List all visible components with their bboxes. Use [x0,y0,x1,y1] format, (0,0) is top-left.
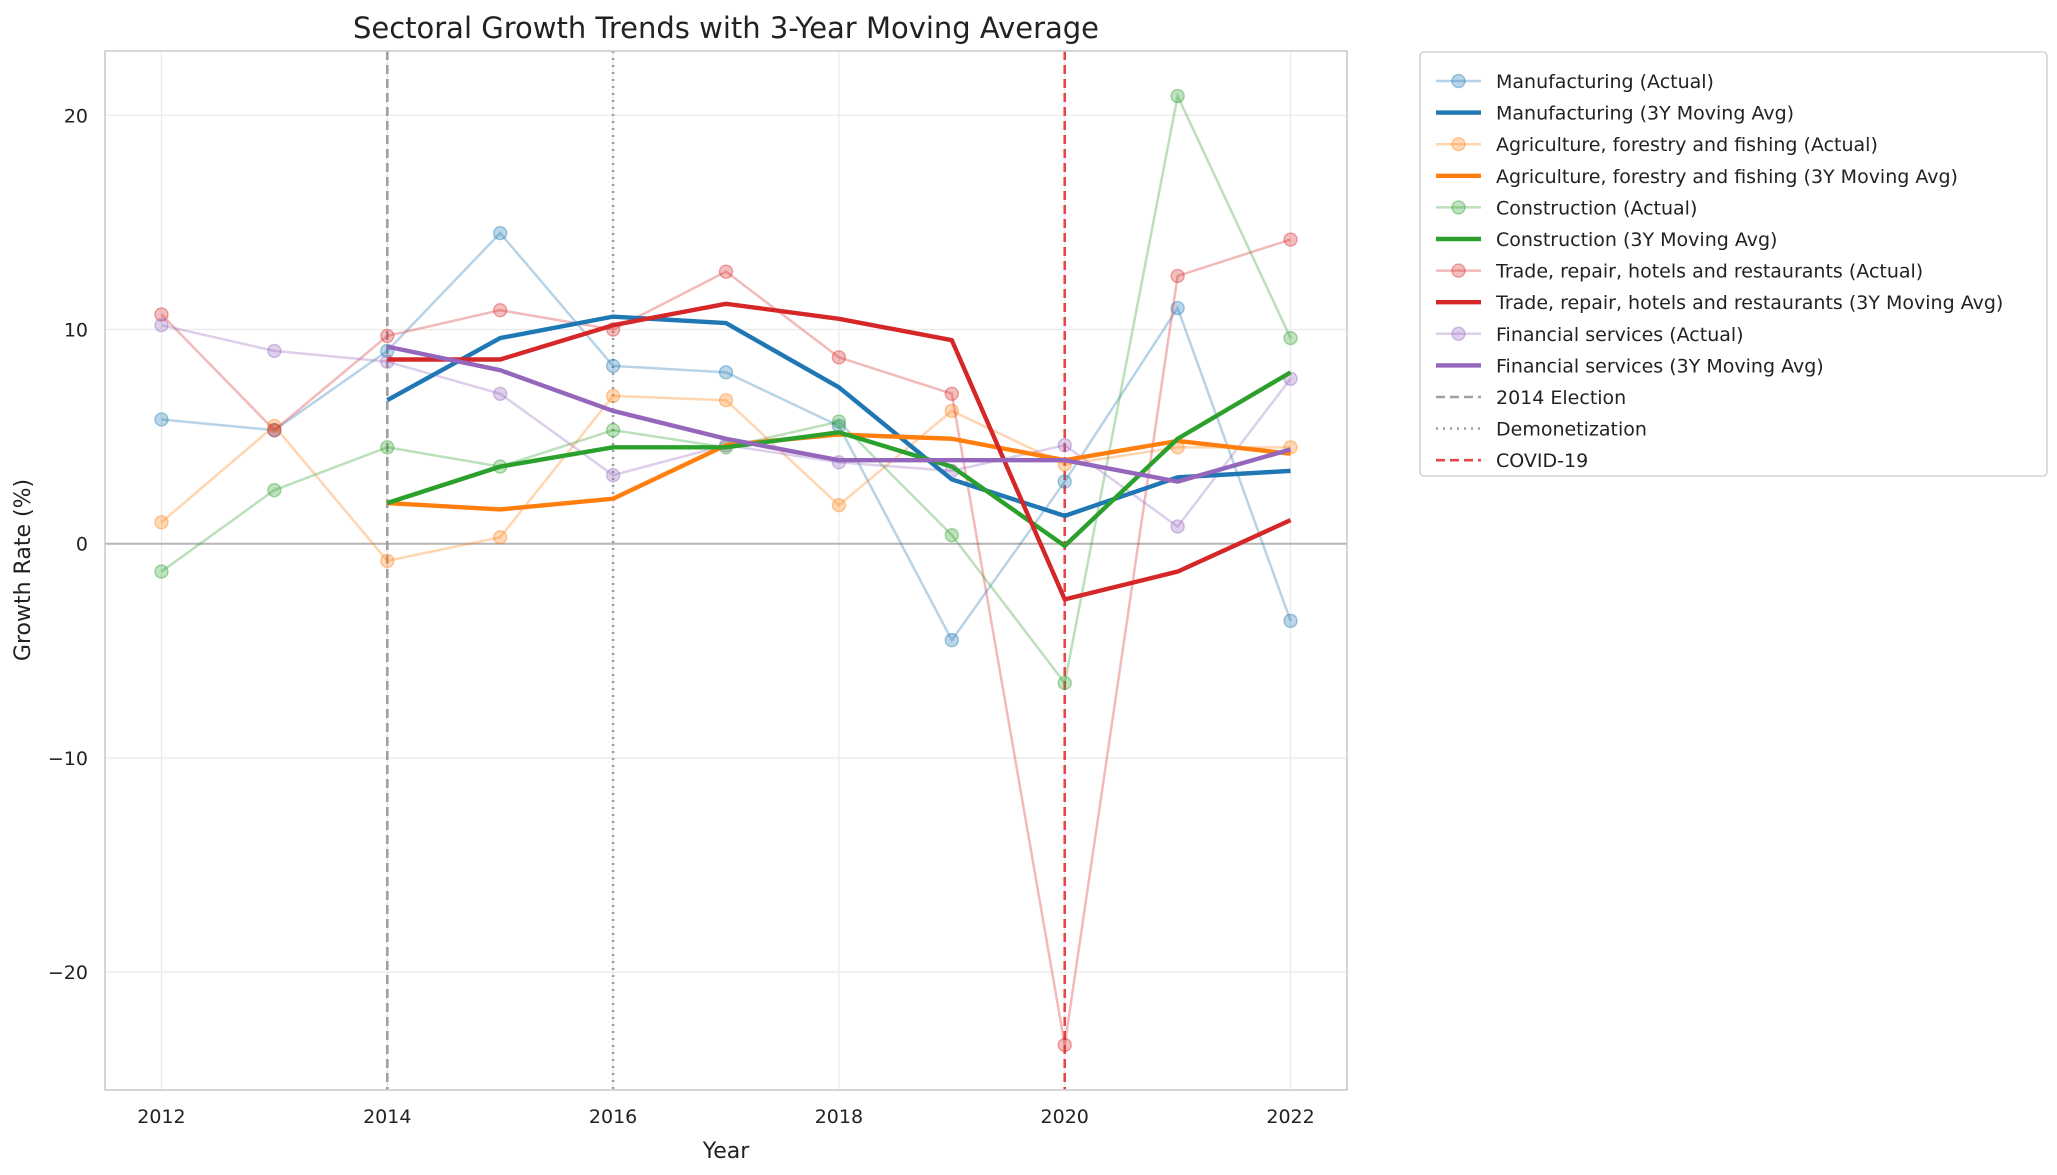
data-point [1170,300,1185,316]
series-line-moving-avg [386,344,1292,484]
data-point [492,386,508,401]
legend-label: Manufacturing (3Y Moving Avg) [1496,103,1794,125]
data-point [605,467,621,483]
legend-label: Trade, repair, hotels and restaurants (3… [1495,292,2003,314]
y-tick-label: 10 [64,319,88,341]
data-point [831,350,847,365]
legend-label: Construction (3Y Moving Avg) [1496,229,1777,251]
legend-label: Demonetization [1496,419,1647,441]
x-tick-label: 2020 [1041,1106,1089,1128]
data-point [380,440,395,455]
legend-label: Agriculture, forestry and fishing (Actua… [1496,134,1878,156]
data-point [1170,268,1185,284]
data-point [605,388,621,404]
series-line-moving-avg [386,314,1291,519]
legend-frame [1419,51,2048,477]
y-tick-label: 0 [76,534,88,556]
legend-marker [1451,200,1466,215]
data-point [605,422,621,438]
data-point [1057,675,1072,691]
series-line-moving-avg [387,301,1292,602]
series-line-actual [160,394,1291,563]
y-axis-ticks: −20 −10 0 10 20 [48,105,88,984]
data-point [492,303,508,318]
data-point [154,515,169,530]
data-point [831,414,847,429]
data-point [1057,1037,1072,1053]
data-point [944,386,960,401]
x-tick-label: 2014 [363,1106,411,1128]
data-point [718,392,734,408]
legend-label: Manufacturing (Actual) [1496,71,1714,93]
plot-frame [104,50,1348,1091]
legend-label: Agriculture, forestry and fishing (3Y Mo… [1496,166,1958,188]
data-point [605,358,621,374]
data-point [267,482,282,498]
data-point [831,497,847,513]
data-point [154,318,169,333]
data-point [944,527,960,543]
data-point [154,412,169,427]
y-axis-label: Growth Rate (%) [11,479,36,661]
legend-marker [1451,73,1466,89]
data-point [380,553,395,569]
data-point [718,365,734,380]
data-point [492,530,508,545]
x-tick-label: 2018 [815,1106,863,1128]
y-tick-label: −10 [48,748,88,770]
legend-label: 2014 Election [1496,387,1626,409]
series-group [154,88,1298,1053]
legend-label: Construction (Actual) [1496,197,1697,219]
legend-marker [1451,263,1466,278]
data-point [267,418,282,434]
data-point [1283,613,1298,629]
data-point [1170,88,1185,104]
x-tick-label: 2016 [589,1106,637,1128]
data-point [1283,330,1298,346]
chart-title: Sectoral Growth Trends with 3-Year Movin… [353,11,1099,45]
y-tick-label: −20 [48,962,88,984]
data-point [154,307,169,322]
event-lines [385,51,1067,1090]
x-axis-label: Year [702,1139,751,1164]
data-point [492,225,508,241]
data-point [944,632,960,648]
data-point [154,564,169,579]
legend-marker [1451,326,1466,341]
data-point [1057,474,1072,489]
data-point [1283,232,1298,247]
x-axis-ticks: 2012 2014 2016 2018 2020 2022 [137,1106,1314,1128]
data-point [380,328,395,344]
data-point [1170,519,1185,534]
x-tick-label: 2012 [137,1106,185,1128]
legend-label: Financial services (3Y Moving Avg) [1496,355,1824,377]
data-point [267,343,282,359]
legend-label: Financial services (Actual) [1496,324,1744,346]
legend: Manufacturing (Actual) Manufacturing (3Y … [1419,51,2048,477]
data-point [718,264,734,279]
data-point [944,403,960,419]
plot-area [105,51,1347,1090]
legend-marker [1451,136,1466,152]
series-line-actual [161,231,1292,643]
data-point [1057,437,1072,453]
data-point [267,422,282,438]
data-point [267,422,282,438]
x-tick-label: 2022 [1266,1106,1314,1128]
series-line-actual [160,238,1291,1046]
legend-label: Trade, repair, hotels and restaurants (A… [1495,261,1923,283]
y-tick-label: 20 [64,105,88,127]
legend-label: COVID-19 [1496,450,1588,472]
